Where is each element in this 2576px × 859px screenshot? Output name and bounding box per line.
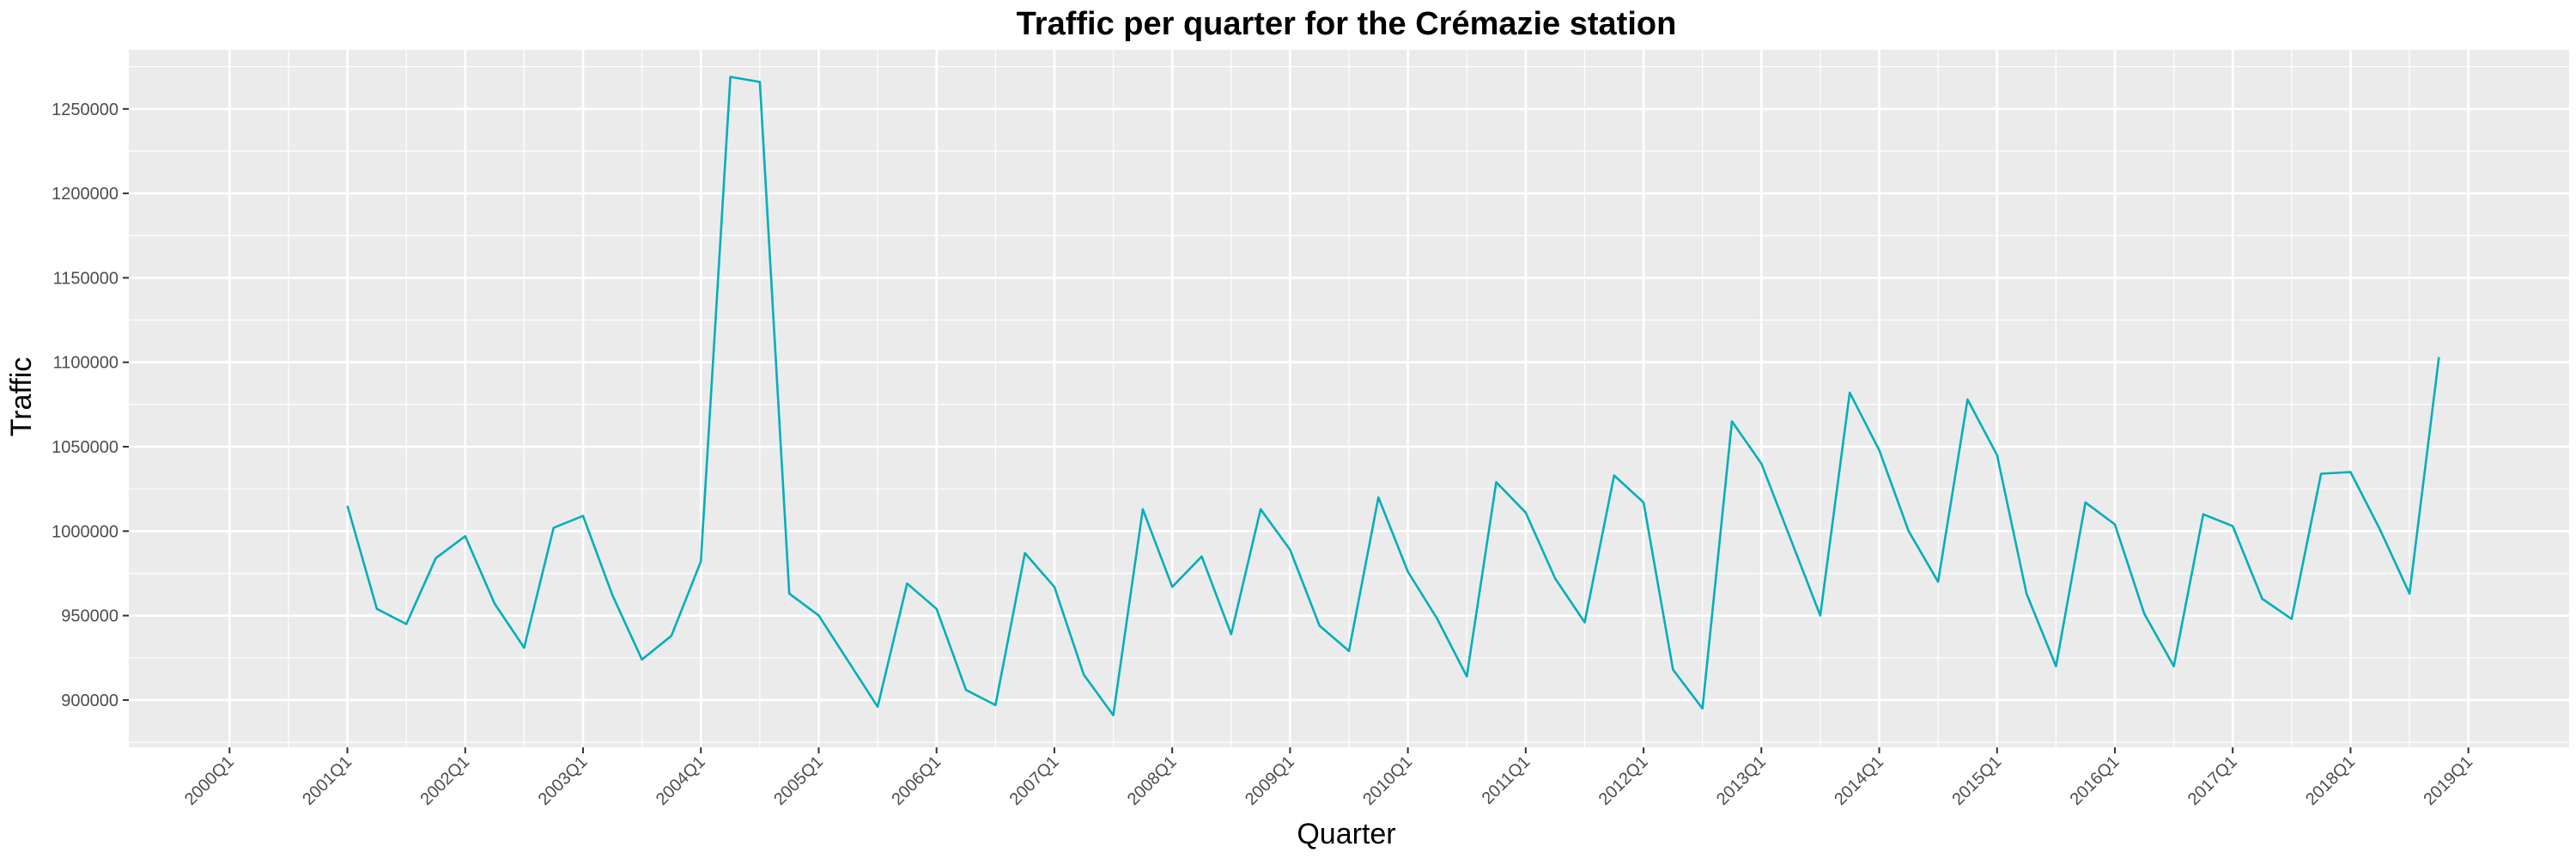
- y-tick-label: 1100000: [53, 354, 118, 373]
- y-tick-label: 1150000: [53, 269, 118, 288]
- traffic-series-line: [346, 76, 2440, 716]
- major-gridlines: [129, 50, 2569, 747]
- y-tick-label: 1050000: [52, 438, 118, 457]
- y-tick-label: 1200000: [52, 185, 118, 204]
- y-tick-label: 900000: [61, 691, 118, 710]
- y-tick-label: 950000: [61, 607, 118, 626]
- y-tick-label: 1000000: [52, 522, 118, 541]
- y-axis-title: Traffic: [5, 357, 38, 437]
- minor-gridlines: [129, 50, 2569, 747]
- y-tick-label: 1250000: [52, 101, 118, 119]
- chart-title: Traffic per quarter for the Crémazie sta…: [1017, 6, 1677, 42]
- y-axis: 900000 950000 1000000 1050000 1100000 1150000…: [52, 101, 129, 710]
- x-axis-title: Quarter: [1297, 818, 1395, 850]
